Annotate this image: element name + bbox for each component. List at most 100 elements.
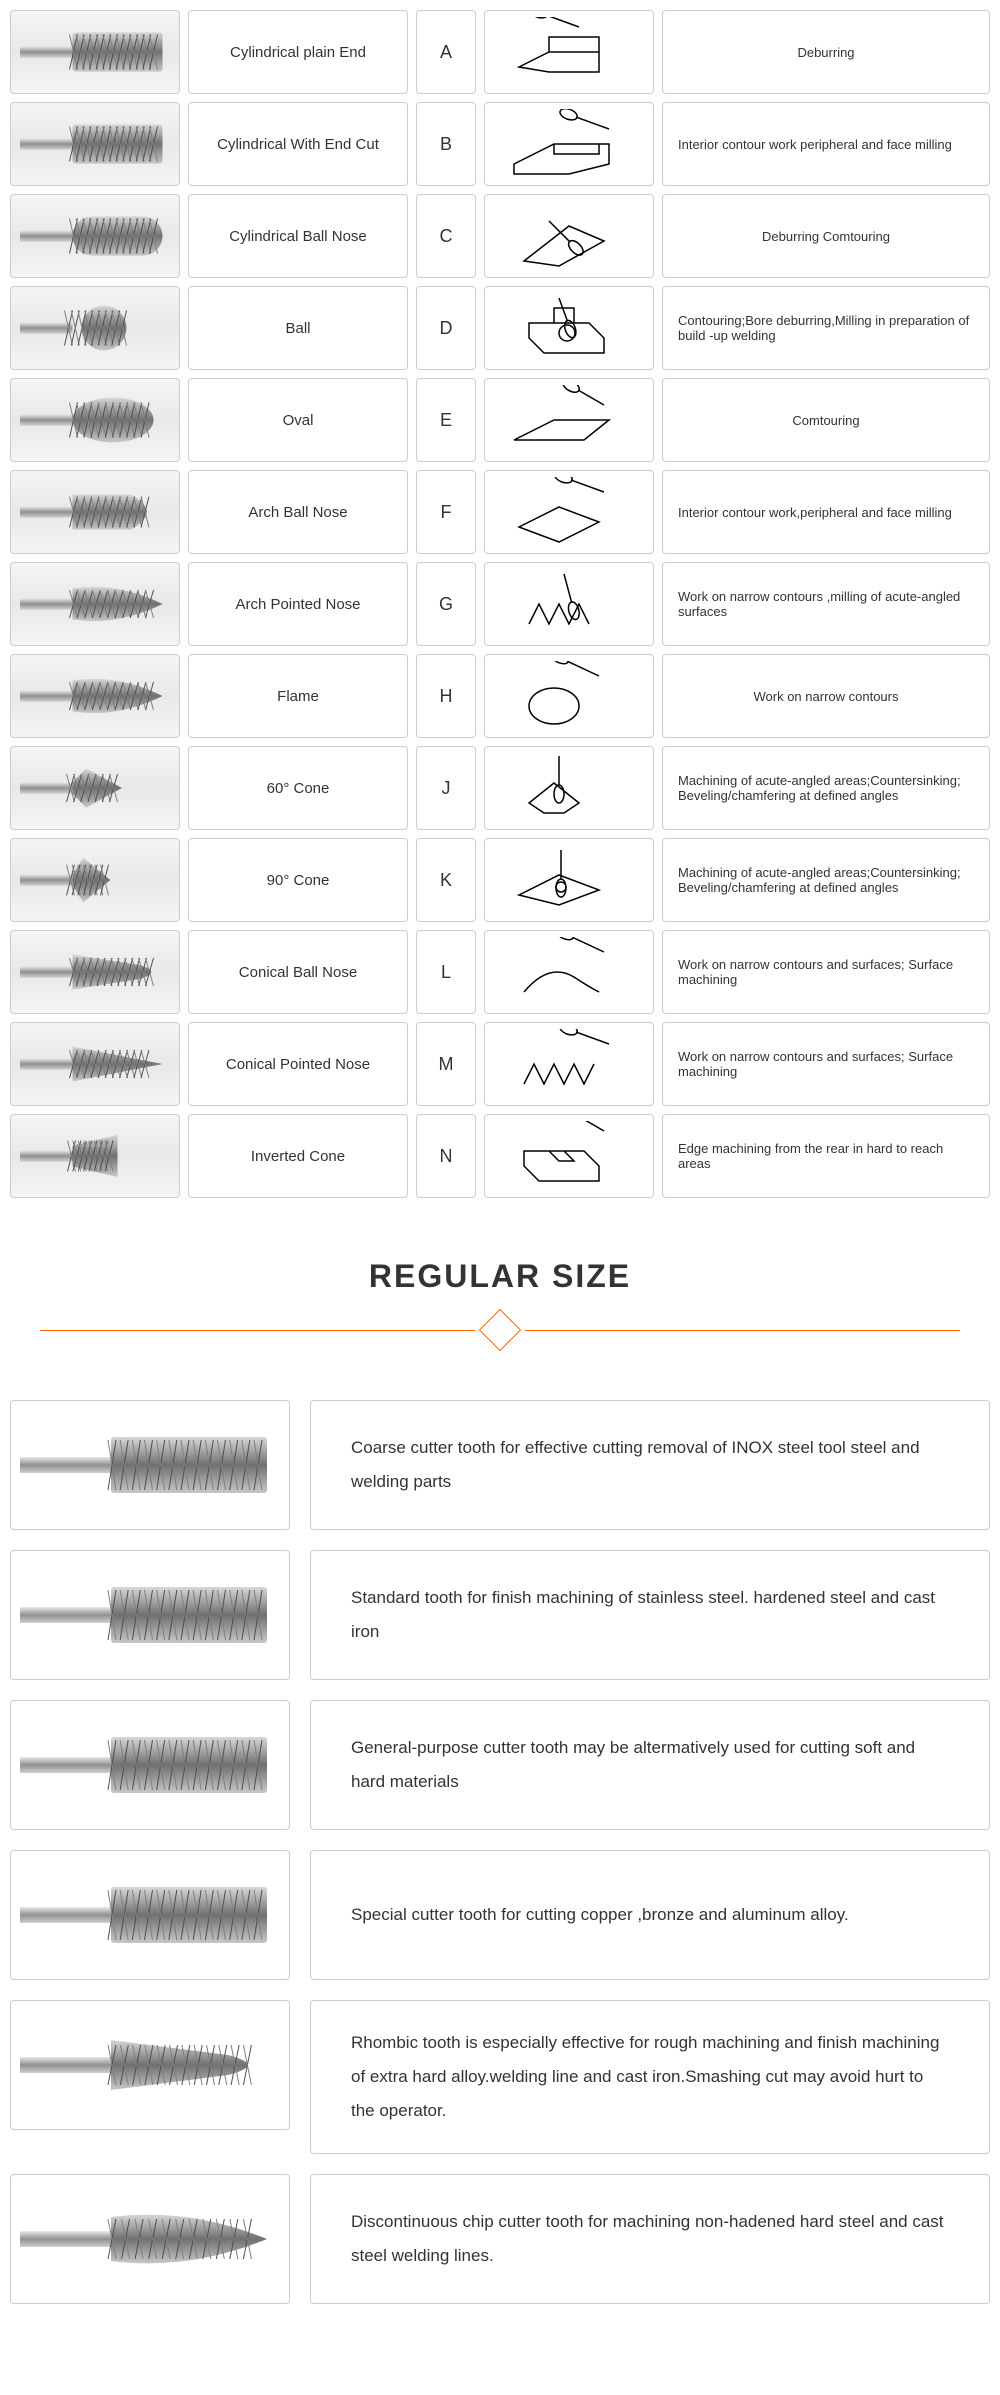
regular-table: Coarse cutter tooth for effective cuttin… [10,1400,990,2304]
shape-code: B [416,102,476,186]
usage-diagram-cell [484,286,654,370]
shape-description: Work on narrow contours [662,654,990,738]
shape-description: Machining of acute-angled areas;Counters… [662,746,990,830]
regular-image-cell [10,1850,290,1980]
regular-row: Discontinuous chip cutter tooth for mach… [10,2174,990,2304]
section-title: REGULAR SIZE [10,1258,990,1295]
shape-row: Oval E Comtouring [10,378,990,462]
shape-row: Conical Pointed Nose M Work on narrow co… [10,1022,990,1106]
shape-row: Inverted Cone N Edge machining from the … [10,1114,990,1198]
regular-description: Discontinuous chip cutter tooth for mach… [310,2174,990,2304]
regular-image-cell [10,1550,290,1680]
regular-image-cell [10,2000,290,2130]
usage-diagram-cell [484,1114,654,1198]
usage-diagram-cell [484,378,654,462]
regular-description: General-purpose cutter tooth may be alte… [310,1700,990,1830]
shape-name: Ball [188,286,408,370]
shape-description: Interior contour work,peripheral and fac… [662,470,990,554]
burr-image-cell [10,194,180,278]
regular-image-cell [10,1700,290,1830]
burr-image-cell [10,838,180,922]
divider-diamond-icon [479,1309,521,1351]
burr-image-cell [10,746,180,830]
shape-row: Ball D Contouring;Bore deburring,Milling… [10,286,990,370]
shape-code: J [416,746,476,830]
shape-name: Cylindrical With End Cut [188,102,408,186]
shape-row: Arch Pointed Nose G Work on narrow conto… [10,562,990,646]
usage-diagram-cell [484,102,654,186]
usage-diagram-cell [484,1022,654,1106]
shape-code: M [416,1022,476,1106]
burr-image-cell [10,562,180,646]
regular-row: Rhombic tooth is especially effective fo… [10,2000,990,2154]
shape-row: Conical Ball Nose L Work on narrow conto… [10,930,990,1014]
burr-image-cell [10,470,180,554]
shape-name: Cylindrical plain End [188,10,408,94]
divider-line-left [40,1330,475,1331]
shape-description: Work on narrow contours ,milling of acut… [662,562,990,646]
burr-image-cell [10,1114,180,1198]
divider-line-right [525,1330,960,1331]
regular-description: Rhombic tooth is especially effective fo… [310,2000,990,2154]
shape-description: Interior contour work peripheral and fac… [662,102,990,186]
shape-code: L [416,930,476,1014]
shape-code: K [416,838,476,922]
burr-image-cell [10,378,180,462]
shape-description: Work on narrow contours and surfaces; Su… [662,930,990,1014]
shape-row: Cylindrical With End Cut B Interior cont… [10,102,990,186]
burr-image-cell [10,10,180,94]
usage-diagram-cell [484,838,654,922]
shape-row: 90° Cone K Machining of acute-angled are… [10,838,990,922]
regular-image-cell [10,2174,290,2304]
burr-image-cell [10,654,180,738]
shape-row: Arch Ball Nose F Interior contour work,p… [10,470,990,554]
regular-description: Special cutter tooth for cutting copper … [310,1850,990,1980]
shape-row: Cylindrical plain End A Deburring [10,10,990,94]
shape-description: Work on narrow contours and surfaces; Su… [662,1022,990,1106]
burr-image-cell [10,102,180,186]
usage-diagram-cell [484,654,654,738]
burr-image-cell [10,930,180,1014]
usage-diagram-cell [484,10,654,94]
shape-name: 90° Cone [188,838,408,922]
usage-diagram-cell [484,930,654,1014]
shape-row: 60° Cone J Machining of acute-angled are… [10,746,990,830]
divider [10,1310,990,1350]
burr-image-cell [10,286,180,370]
regular-row: Coarse cutter tooth for effective cuttin… [10,1400,990,1530]
shape-name: Oval [188,378,408,462]
usage-diagram-cell [484,746,654,830]
regular-row: Standard tooth for finish machining of s… [10,1550,990,1680]
shape-code: E [416,378,476,462]
shape-code: N [416,1114,476,1198]
shape-description: Machining of acute-angled areas;Counters… [662,838,990,922]
shape-name: Cylindrical Ball Nose [188,194,408,278]
regular-description: Standard tooth for finish machining of s… [310,1550,990,1680]
shape-code: F [416,470,476,554]
regular-row: Special cutter tooth for cutting copper … [10,1850,990,1980]
shape-code: C [416,194,476,278]
burr-image-cell [10,1022,180,1106]
shape-code: A [416,10,476,94]
shape-row: Cylindrical Ball Nose C Deburring Comtou… [10,194,990,278]
shape-code: D [416,286,476,370]
shape-name: Conical Pointed Nose [188,1022,408,1106]
shape-description: Edge machining from the rear in hard to … [662,1114,990,1198]
shapes-table: Cylindrical plain End A Deburring Cylind… [10,10,990,1198]
usage-diagram-cell [484,194,654,278]
usage-diagram-cell [484,562,654,646]
shape-name: 60° Cone [188,746,408,830]
shape-name: Arch Ball Nose [188,470,408,554]
shape-code: G [416,562,476,646]
shape-name: Conical Ball Nose [188,930,408,1014]
regular-image-cell [10,1400,290,1530]
shape-name: Arch Pointed Nose [188,562,408,646]
regular-description: Coarse cutter tooth for effective cuttin… [310,1400,990,1530]
shape-description: Deburring Comtouring [662,194,990,278]
shape-name: Inverted Cone [188,1114,408,1198]
shape-name: Flame [188,654,408,738]
shape-code: H [416,654,476,738]
shape-description: Contouring;Bore deburring,Milling in pre… [662,286,990,370]
usage-diagram-cell [484,470,654,554]
shape-description: Comtouring [662,378,990,462]
